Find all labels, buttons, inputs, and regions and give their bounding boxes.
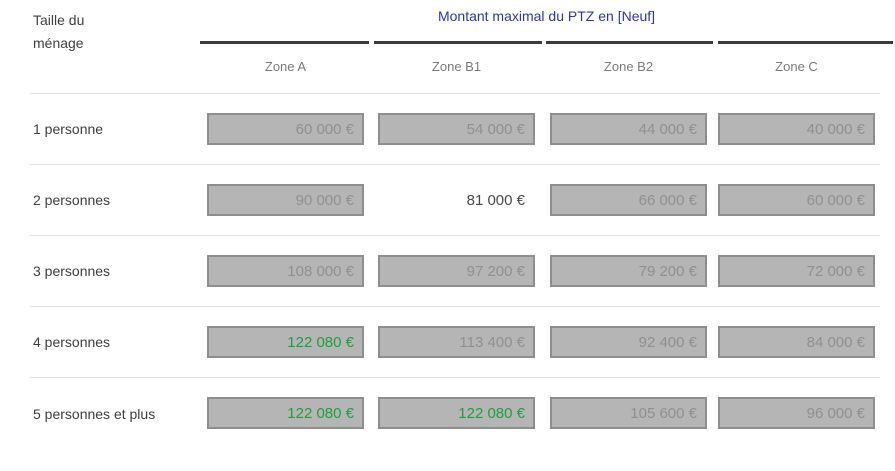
amount-field: 122 080 €	[207, 326, 364, 358]
amount-field: 84 000 €	[718, 326, 875, 358]
table-row: 1 personne 60 000 € 54 000 € 44 000 € 40…	[30, 94, 880, 165]
table-row: 2 personnes 90 000 € 81 000 € 66 000 € 6…	[30, 165, 880, 236]
zone-b1-header: Zone B1	[431, 59, 482, 74]
amount-field: 105 600 €	[550, 397, 707, 429]
row-dimension-label-line2: ménage	[33, 35, 84, 51]
amount-field: 40 000 €	[718, 113, 875, 145]
amount-field: 90 000 €	[207, 184, 364, 216]
amount-field: 108 000 €	[207, 255, 364, 287]
zone-a-header: Zone A	[264, 59, 307, 74]
amount-field: 60 000 €	[718, 184, 875, 216]
amount-field: 60 000 €	[207, 113, 364, 145]
amount-field: 79 200 €	[550, 255, 707, 287]
amount-field: 122 080 €	[378, 397, 535, 429]
amount-field: 66 000 €	[550, 184, 707, 216]
amount-field: 44 000 €	[550, 113, 707, 145]
table-row: 3 personnes 108 000 € 97 200 € 79 200 € …	[30, 236, 880, 307]
row-label: 4 personnes	[33, 334, 111, 350]
amount-field: 72 000 €	[718, 255, 875, 287]
row-dimension-label: Taille du ménage	[33, 9, 84, 55]
header-rule-segment	[200, 41, 369, 44]
zone-b2-header: Zone B2	[603, 59, 654, 74]
row-label: 3 personnes	[33, 263, 111, 279]
table-row: 4 personnes 122 080 € 113 400 € 92 400 €…	[30, 307, 880, 378]
header-rule-segment	[374, 41, 542, 44]
amount-field: 81 000 €	[466, 191, 525, 209]
amount-field: 113 400 €	[378, 326, 535, 358]
table-row: 5 personnes et plus 122 080 € 122 080 € …	[30, 378, 880, 449]
amount-field: 97 200 €	[378, 255, 535, 287]
header-rule-segment	[718, 41, 893, 44]
amount-field: 92 400 €	[550, 326, 707, 358]
amount-field: 54 000 €	[378, 113, 535, 145]
row-label: 1 personne	[33, 121, 104, 137]
table-body: 1 personne 60 000 € 54 000 € 44 000 € 40…	[30, 93, 880, 449]
amount-field: 122 080 €	[207, 397, 364, 429]
row-label: 5 personnes et plus	[33, 405, 156, 422]
header-rule-segment	[546, 41, 713, 44]
amount-field: 96 000 €	[718, 397, 875, 429]
row-label: 2 personnes	[33, 192, 111, 208]
zone-c-header: Zone C	[775, 59, 818, 74]
table-title: Montant maximal du PTZ en [Neuf]	[437, 8, 656, 24]
row-dimension-label-line1: Taille du	[33, 12, 85, 28]
